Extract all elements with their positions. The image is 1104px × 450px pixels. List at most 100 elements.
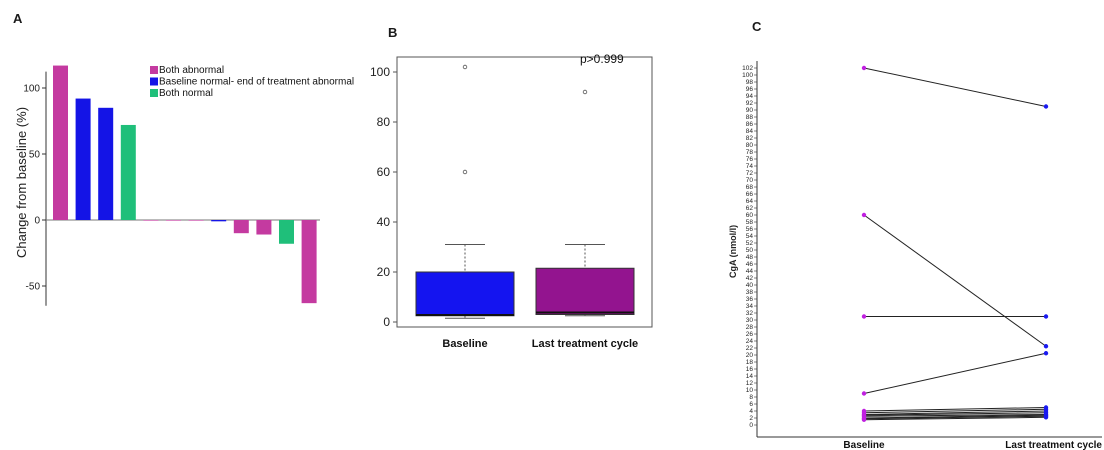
- panel-c-baseline-point: [861, 65, 867, 71]
- panel-c-pair-line: [863, 414, 1047, 419]
- panel-a-axes: [45, 71, 320, 306]
- panel-a-bars: [53, 65, 317, 304]
- panel-c-lines: [861, 65, 1049, 422]
- panel-a-legend-swatch: [150, 66, 158, 74]
- panel-c-y-tick-label: 88: [746, 114, 754, 121]
- panel-b-y-tick-label: 60: [377, 165, 391, 179]
- panel-c-y-tick-label: 66: [746, 191, 754, 198]
- panel-c-y-tick-label: 14: [746, 373, 754, 380]
- panel-b-y-tick-label: 20: [377, 265, 391, 279]
- panel-c-y-tick-label: 60: [746, 212, 754, 219]
- panel-c-y-tick-label: 96: [746, 86, 754, 93]
- panel-b-y-ticks: 0 20 40 60 80 100: [370, 65, 397, 329]
- panel-c-last-cycle-point: [1043, 351, 1049, 356]
- panel-c-y-tick-label: 82: [746, 135, 754, 142]
- panel-c-y-tick-label: 52: [746, 240, 754, 247]
- panel-c-last-cycle-point: [1043, 344, 1049, 349]
- panel-c-y-tick-label: 68: [746, 184, 754, 191]
- panel-b-y-tick-label: 100: [370, 65, 390, 79]
- panel-c-last-cycle-point: [1043, 314, 1049, 319]
- panel-a-bar: [120, 124, 136, 220]
- panel-a-legend-label: Both normal: [159, 88, 213, 99]
- panel-c-y-tick-label: 80: [746, 142, 754, 149]
- panel-c-y-tick-label: 48: [746, 254, 754, 261]
- panel-c-y-tick-label: 78: [746, 149, 754, 156]
- panel-c-pair-line: [863, 412, 1047, 416]
- panel-c-y-tick-label: 34: [746, 303, 754, 310]
- panel-c-y-tick-label: 100: [742, 72, 753, 79]
- panel-c-y-tick-label: 70: [746, 177, 754, 184]
- panel-c-y-ticks: 0246810121416182022242628303234363840424…: [742, 65, 757, 429]
- panel-c-y-tick-label: 72: [746, 170, 754, 177]
- panel-c-pair-line: [863, 410, 1047, 415]
- panel-b-outlier: [582, 89, 588, 95]
- panel-a-waterfall-chart: -50 0 50 100 Change from baseline (%) Both …: [14, 65, 354, 306]
- panel-b-plot-frame: [396, 56, 653, 328]
- panel-a-legend-swatch: [150, 89, 158, 97]
- panel-a-y-tick-label: 0: [34, 216, 40, 227]
- panel-a-letter: A: [13, 11, 23, 26]
- panel-a-bar: [166, 220, 181, 221]
- panel-a-y-tick-label: 100: [23, 84, 40, 95]
- panel-b-box: [415, 271, 515, 317]
- panel-b-y-tick-label: 40: [377, 215, 391, 229]
- panel-c-y-tick-label: 54: [746, 233, 754, 240]
- panel-b-category-label: Last treatment cycle: [532, 338, 638, 350]
- panel-c-y-tick-label: 16: [746, 366, 754, 373]
- panel-c-y-tick-label: 6: [749, 401, 753, 408]
- panel-c-pair-line: [863, 415, 1047, 420]
- panel-c-y-tick-label: 12: [746, 380, 754, 387]
- panel-c-category-labels: Baseline Last treatment cycle: [843, 440, 1102, 450]
- panel-c-pair-line: [863, 352, 1047, 394]
- panel-c-y-tick-label: 94: [746, 93, 754, 100]
- panel-a-bar: [233, 220, 249, 234]
- panel-c-y-tick-label: 20: [746, 352, 754, 359]
- panel-c-y-tick-label: 92: [746, 100, 754, 107]
- panel-c-category-label: Baseline: [843, 440, 885, 450]
- panel-c-y-tick-label: 64: [746, 198, 754, 205]
- panel-b-box: [535, 267, 635, 315]
- panel-a-bar: [53, 65, 68, 220]
- panel-c-baseline-point: [861, 391, 867, 396]
- panel-c-y-tick-label: 30: [746, 317, 754, 324]
- panel-a-bar: [98, 107, 114, 220]
- panel-c-letter: C: [752, 19, 762, 34]
- panel-c-pair-line: [863, 407, 1047, 412]
- panel-b-p-value: p>0.999: [580, 52, 624, 66]
- panel-c-y-tick-label: 36: [746, 296, 754, 303]
- panel-b-y-tick-label: 0: [383, 315, 390, 329]
- panel-c-pair-line: [863, 416, 1047, 421]
- panel-a-y-axis-title: Change from baseline (%): [14, 107, 29, 258]
- panel-c-last-cycle-point: [1043, 104, 1049, 109]
- panel-c-axes: [756, 61, 1102, 438]
- panel-c-y-tick-label: 42: [746, 275, 754, 282]
- panel-a-bar: [279, 220, 294, 244]
- panel-c-y-tick-label: 40: [746, 282, 754, 289]
- panel-a-bar: [301, 220, 317, 304]
- panel-c-y-tick-label: 18: [746, 359, 754, 366]
- panel-a-bar: [143, 220, 159, 221]
- panel-c-baseline-point: [861, 314, 867, 319]
- panel-a-legend-label: Baseline normal- end of treatment abnorm…: [159, 77, 354, 88]
- panel-b-y-tick-label: 80: [377, 115, 391, 129]
- panel-c-baseline-point: [861, 212, 867, 218]
- panel-b-box-plot: 0 20 40 60 80 100 Baseline Last treatment cycl…: [370, 52, 653, 350]
- panel-c-y-tick-label: 74: [746, 163, 754, 170]
- panel-c-baseline-point: [861, 417, 867, 422]
- panel-c-paired-line-chart: 0246810121416182022242628303234363840424…: [728, 61, 1102, 450]
- panel-a-bar: [211, 220, 227, 222]
- panel-c-pair-line: [863, 67, 1047, 107]
- panel-c-pair-line: [863, 408, 1047, 414]
- panel-c-category-label: Last treatment cycle: [1005, 440, 1102, 450]
- panel-b-category-label: Baseline: [442, 338, 487, 350]
- panel-c-y-tick-label: 4: [749, 408, 753, 415]
- panel-c-y-tick-label: 84: [746, 128, 754, 135]
- panel-c-y-tick-label: 26: [746, 331, 754, 338]
- panel-c-y-tick-label: 46: [746, 261, 754, 268]
- panel-c-y-tick-label: 2: [749, 415, 753, 422]
- panel-c-y-tick-label: 28: [746, 324, 754, 331]
- panel-c-y-tick-label: 8: [749, 394, 753, 401]
- panel-c-y-tick-label: 56: [746, 226, 754, 233]
